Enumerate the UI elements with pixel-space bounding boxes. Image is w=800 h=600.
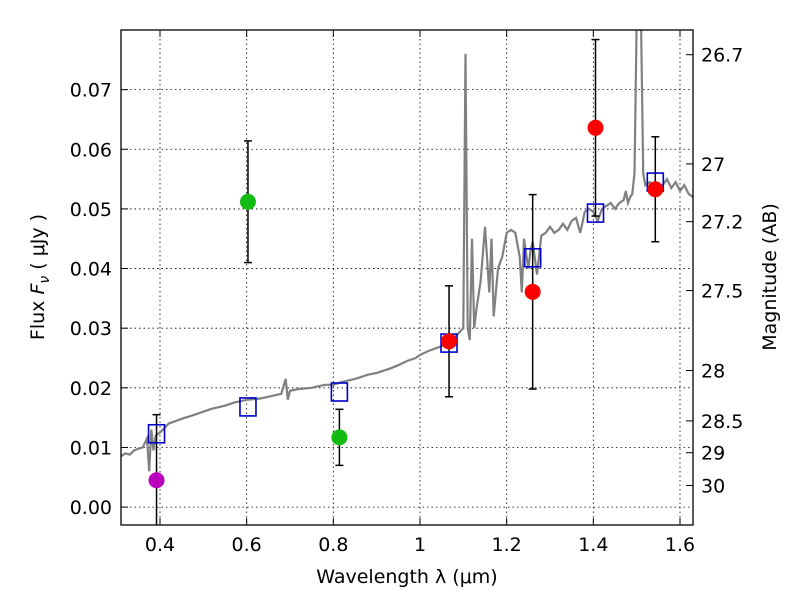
- model-point: [330, 382, 349, 402]
- y-tick-label: 0.05: [70, 199, 112, 221]
- magnitude-tick-label: 28.5: [701, 411, 743, 433]
- y-axis-label-prefix: Flux: [27, 295, 49, 341]
- x-tick-label: 0.8: [318, 534, 348, 556]
- x-tick-label: 0.6: [232, 534, 262, 556]
- template-spectrum-line: [121, 30, 693, 472]
- magnitude-tick-label: 28: [701, 360, 725, 382]
- y-tick-label: 0.02: [70, 378, 112, 400]
- magnitude-tick-label: 30: [701, 475, 725, 497]
- model-points: [147, 172, 665, 444]
- observed-point: [524, 283, 541, 300]
- observed-point: [148, 472, 165, 489]
- observed-point: [441, 333, 458, 350]
- observed-points: [148, 119, 664, 489]
- y-axis-label-suffix: ( μJy ): [27, 214, 49, 276]
- magnitude-tick-label: 27.5: [701, 281, 743, 303]
- observed-point: [647, 181, 664, 198]
- magnitude-tick-label: 27: [701, 154, 725, 176]
- axis-ticks: 0.4 0.6 0.8 1 1.2 1.4 1.6 0.00 0.01 0.02 0.03 0.04 0…: [70, 30, 743, 556]
- model-point: [523, 248, 542, 268]
- x-tick-label: 1.2: [492, 534, 522, 556]
- x-tick-label: 1: [414, 534, 426, 556]
- y-tick-label: 0.00: [70, 497, 112, 519]
- model-point: [586, 203, 605, 223]
- x-axis-label: Wavelength λ (μm): [316, 566, 497, 588]
- error-bars: [152, 38, 660, 525]
- template-spectrum: [121, 30, 693, 472]
- observed-point: [587, 119, 604, 136]
- y-tick-label: 0.06: [70, 139, 112, 161]
- magnitude-tick-label: 26.7: [701, 45, 743, 67]
- y-tick-label: 0.01: [70, 437, 112, 459]
- observed-point: [331, 429, 348, 446]
- observed-point: [239, 193, 256, 210]
- grid: [121, 30, 693, 525]
- x-tick-label: 0.4: [145, 534, 175, 556]
- y-tick-label: 0.07: [70, 80, 112, 102]
- y-axis-label: Flux Fν ( μJy ): [27, 214, 53, 340]
- model-point: [147, 423, 166, 444]
- y-tick-label: 0.04: [70, 259, 112, 281]
- plot-frame: [120, 29, 694, 526]
- x-tick-label: 1.4: [578, 534, 608, 556]
- magnitude-tick-label: 29: [701, 443, 725, 465]
- y-tick-label: 0.03: [70, 318, 112, 340]
- y-axis-label-symbol: F: [27, 283, 49, 295]
- y-axis-label-subscript: ν: [37, 276, 53, 284]
- model-point: [239, 397, 257, 417]
- x-tick-label: 1.6: [665, 534, 695, 556]
- magnitude-tick-label: 27.2: [701, 212, 743, 234]
- magnitude-axis-label: Magnitude (AB): [759, 203, 781, 351]
